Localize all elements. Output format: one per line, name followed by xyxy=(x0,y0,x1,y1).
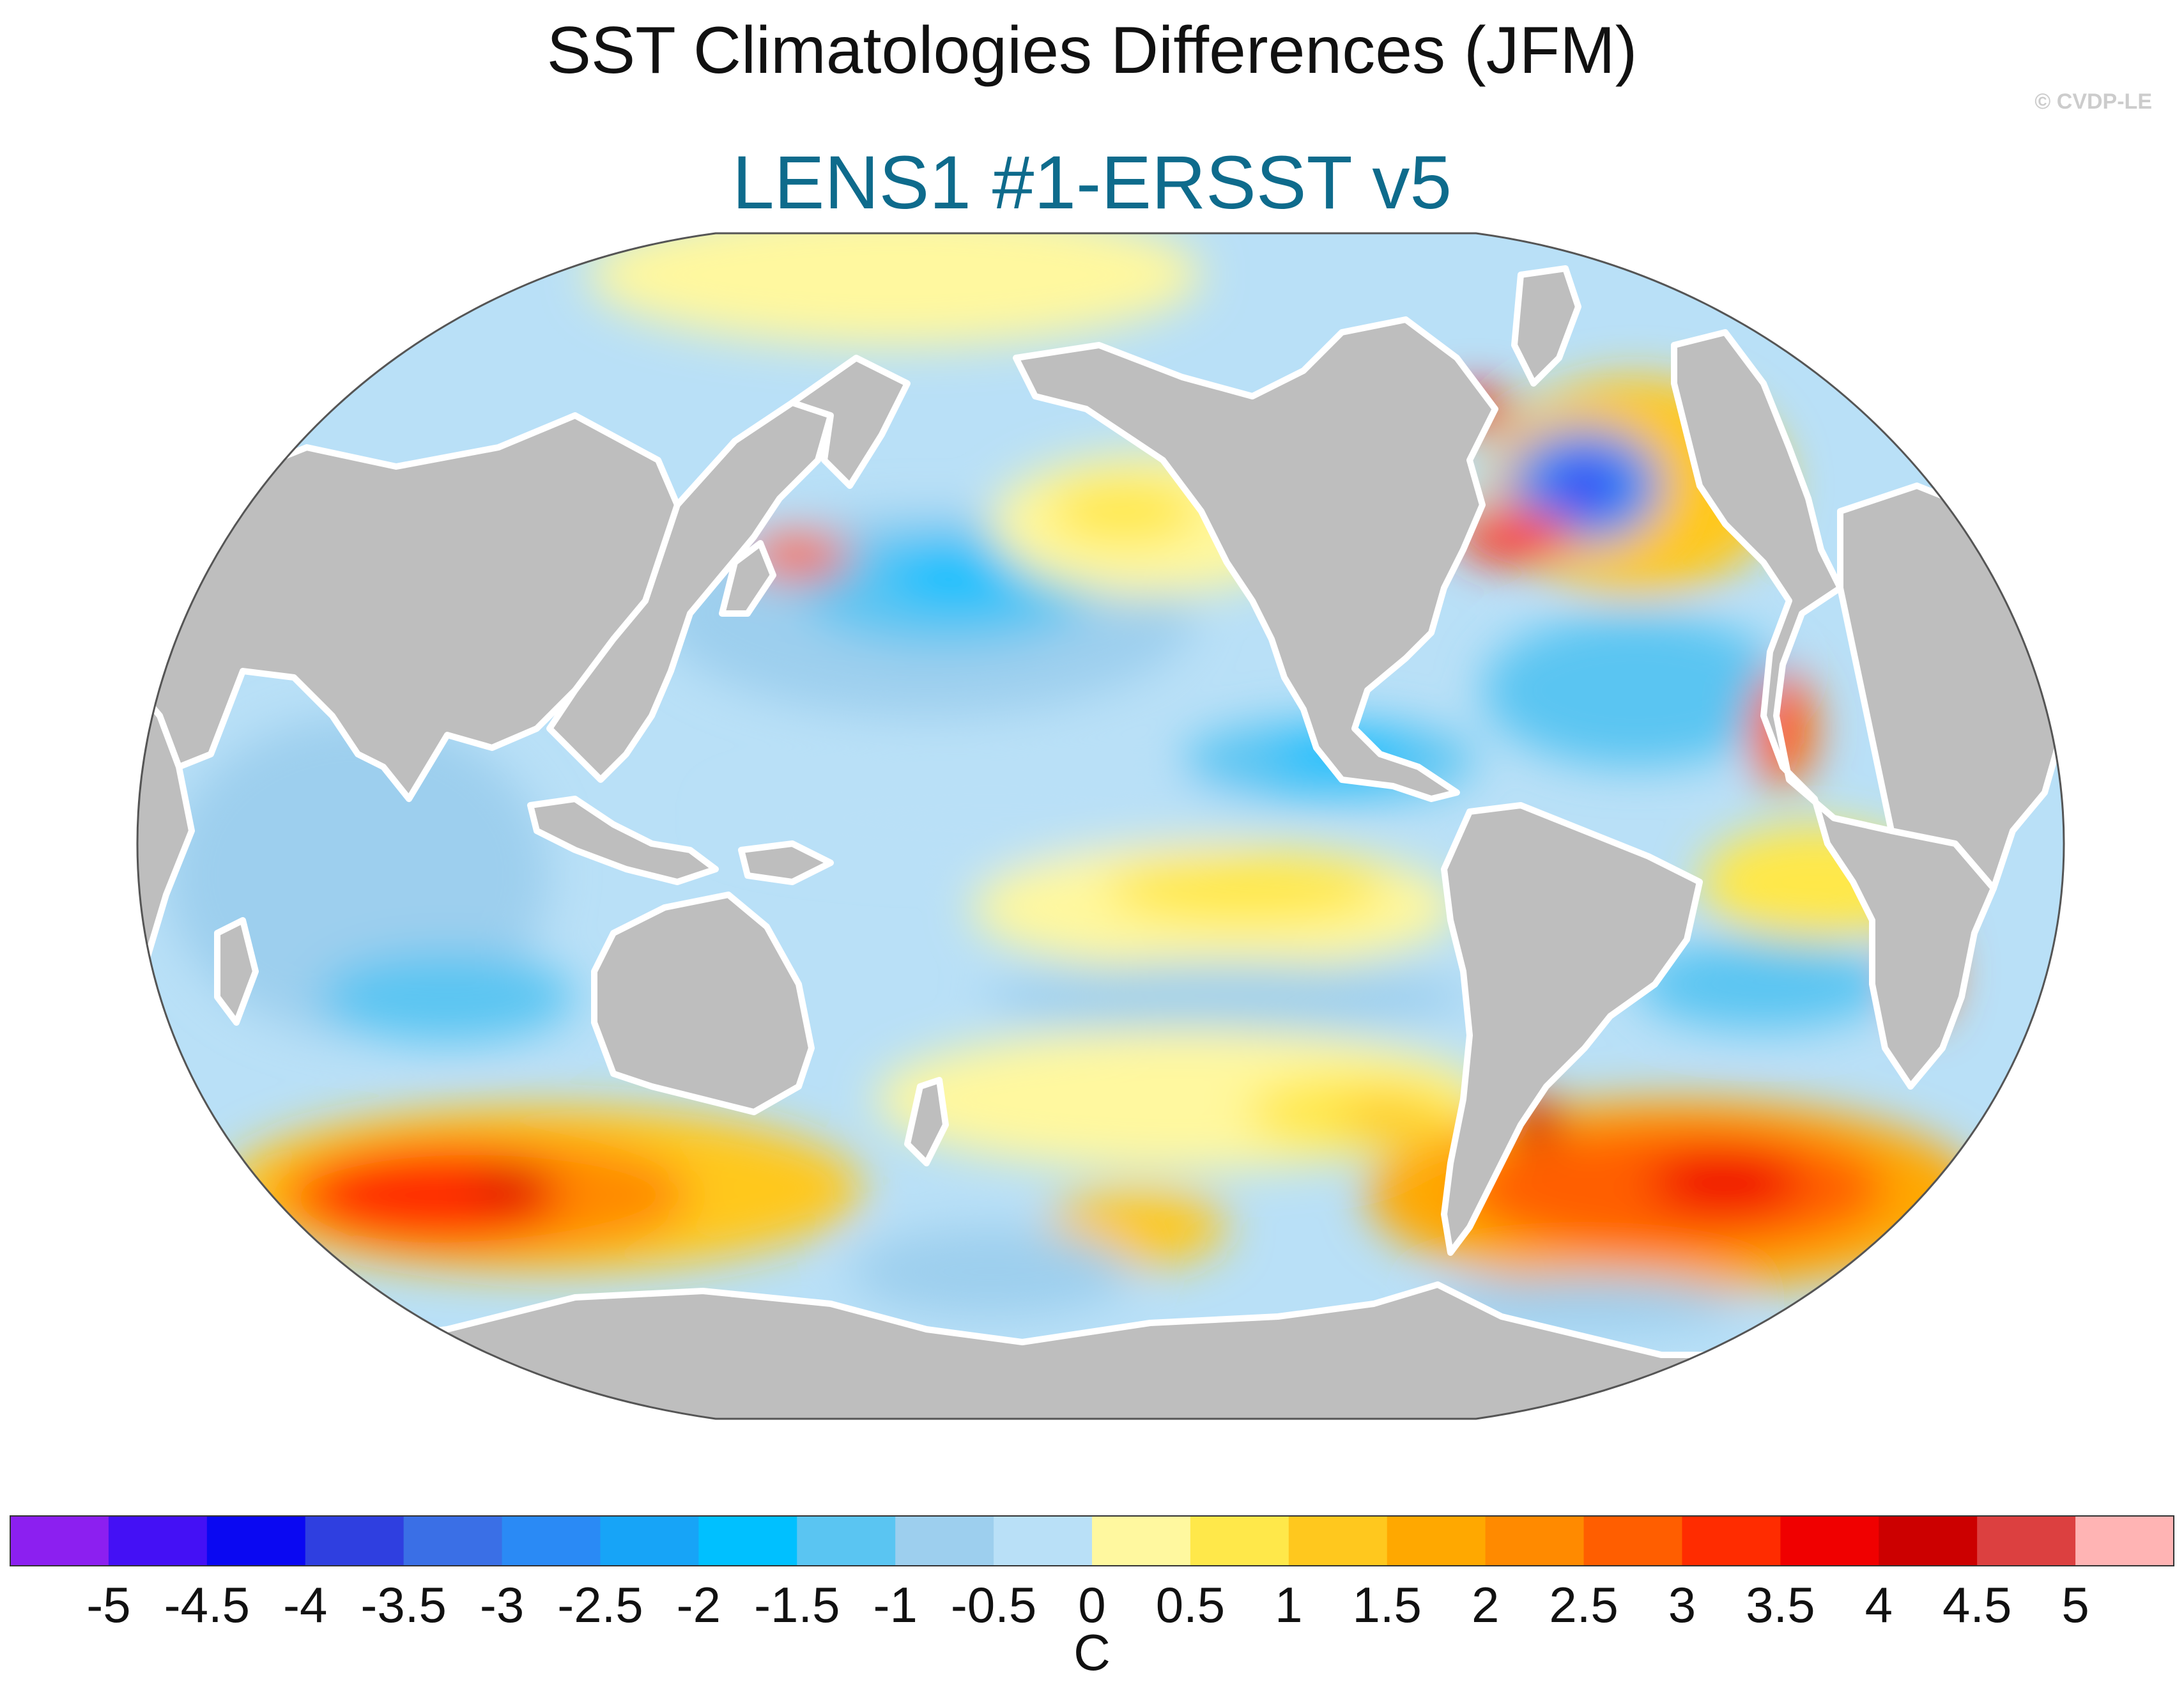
colorbar-tick-label: -3.5 xyxy=(360,1577,446,1633)
colorbar-swatch xyxy=(1485,1516,1585,1566)
alaska-gulf-warm xyxy=(1048,479,1201,543)
colorbar-swatch xyxy=(1583,1516,1682,1566)
colorbar-tick-label: -1.5 xyxy=(754,1577,840,1633)
colorbar-tick-label: 2.5 xyxy=(1549,1577,1618,1633)
colorbar-frame xyxy=(10,1515,2174,1566)
colorbar-tick-label: 4.5 xyxy=(1942,1577,2011,1633)
page-title: SST Climatologies Differences (JFM) xyxy=(546,13,1638,88)
south-atlantic-cool xyxy=(1636,939,1891,1029)
land-new-guinea xyxy=(738,840,834,885)
land-south-america xyxy=(1441,802,1703,1256)
colorbar-swatch xyxy=(1190,1516,1289,1566)
colorbar-tick-label: 3.5 xyxy=(1746,1577,1815,1633)
colorbar-swatch xyxy=(2075,1516,2174,1566)
colorbar-swatch xyxy=(206,1516,306,1566)
colorbar-tick-label: 1.5 xyxy=(1353,1577,1422,1633)
south-pacific-midlat-orange xyxy=(1342,1099,1431,1138)
colorbar-swatch xyxy=(895,1516,994,1566)
land-antarctica xyxy=(137,1281,2064,1419)
colorbar-tick-label: -5 xyxy=(86,1577,130,1633)
land-masses xyxy=(137,265,2064,1419)
colorbar-tick-label: -2 xyxy=(677,1577,721,1633)
south-tropical-pacific-core xyxy=(1105,853,1387,923)
land-maritime-continent xyxy=(527,796,719,885)
southern-pacific-cool xyxy=(850,1227,1131,1317)
colorbar-tick-label: -1 xyxy=(873,1577,918,1633)
colorbar-tick-label: -2.5 xyxy=(557,1577,643,1633)
colorbar-tick-label: 0.5 xyxy=(1156,1577,1225,1633)
colorbar-swatches xyxy=(10,1515,2174,1566)
colorbar-tick-label: 5 xyxy=(2061,1577,2089,1633)
colorbar-swatch xyxy=(1977,1516,2076,1566)
colorbar-tick-labels: -5 -4.5 -4 -3.5 -3 -2.5 -2 -1.5 -1 -0.5 0 0.5 1 1.5 2 2… xyxy=(86,1577,2089,1633)
subtropical-atlantic-cool xyxy=(1482,614,1789,767)
gulf-stream-hot xyxy=(1457,511,1572,562)
panel-subtitle: LENS1 #1-ERSST v5 xyxy=(732,141,1452,225)
colorbar-swatch xyxy=(797,1516,896,1566)
colorbar-swatch xyxy=(1879,1516,1978,1566)
colorbar-swatch xyxy=(403,1516,503,1566)
colorbar-swatch xyxy=(502,1516,601,1566)
south-pacific-cool-band xyxy=(984,962,1470,1032)
southern-indian-hot xyxy=(307,1150,562,1240)
north-pacific-cold-center xyxy=(888,546,1029,604)
colorbar-tick-label: -4.5 xyxy=(164,1577,250,1633)
colorbar-tick-label: -0.5 xyxy=(951,1577,1036,1633)
colorbar-tick-label: 4 xyxy=(1865,1577,1893,1633)
land-new-zealand xyxy=(904,1077,949,1166)
subpolar-gyre-core xyxy=(1556,463,1613,508)
equatorial-pacific-neutral xyxy=(722,780,1259,856)
colorbar-tick-label: 1 xyxy=(1275,1577,1302,1633)
land-eurasia-west xyxy=(137,412,681,802)
land-europe-africa xyxy=(1671,329,1997,1090)
colorbar-swatch xyxy=(1682,1516,1781,1566)
colorbar-swatch xyxy=(994,1516,1093,1566)
land-australia xyxy=(591,892,815,1115)
land-kamchatka xyxy=(789,355,911,489)
colorbar-swatch xyxy=(1092,1516,1191,1566)
colorbar-swatch xyxy=(108,1516,208,1566)
land-greenland xyxy=(1511,265,1581,387)
indian-ocean-cool-core xyxy=(319,952,575,1042)
arctic-warm-band xyxy=(588,233,1201,345)
copyright-watermark: © CVDP-LE xyxy=(2034,89,2152,114)
land-north-america xyxy=(1013,316,1498,802)
sst-difference-map xyxy=(136,232,2065,1420)
colorbar-units: C xyxy=(1073,1624,1111,1681)
south-atlantic-core xyxy=(1649,1150,1802,1214)
map-outline xyxy=(136,232,2065,1420)
colorbar-tick-label: 0 xyxy=(1078,1577,1105,1633)
colorbar-swatch xyxy=(698,1516,797,1566)
colorbar-tick-label: -3 xyxy=(480,1577,524,1633)
southern-indian-core xyxy=(473,1173,550,1205)
colorbar-swatch xyxy=(600,1516,699,1566)
colorbar-swatch xyxy=(1387,1516,1486,1566)
colorbar-tick-label: 3 xyxy=(1668,1577,1696,1633)
colorbar-swatch xyxy=(10,1516,109,1566)
colorbar-swatch xyxy=(1288,1516,1388,1566)
colorbar-tick-label: -4 xyxy=(283,1577,327,1633)
sst-field xyxy=(166,233,1981,1333)
colorbar-swatch xyxy=(305,1516,404,1566)
colorbar-tick-label: 2 xyxy=(1472,1577,1499,1633)
land-madagascar xyxy=(214,917,259,1026)
land-japan xyxy=(719,540,776,617)
colorbar-swatch xyxy=(1780,1516,1879,1566)
